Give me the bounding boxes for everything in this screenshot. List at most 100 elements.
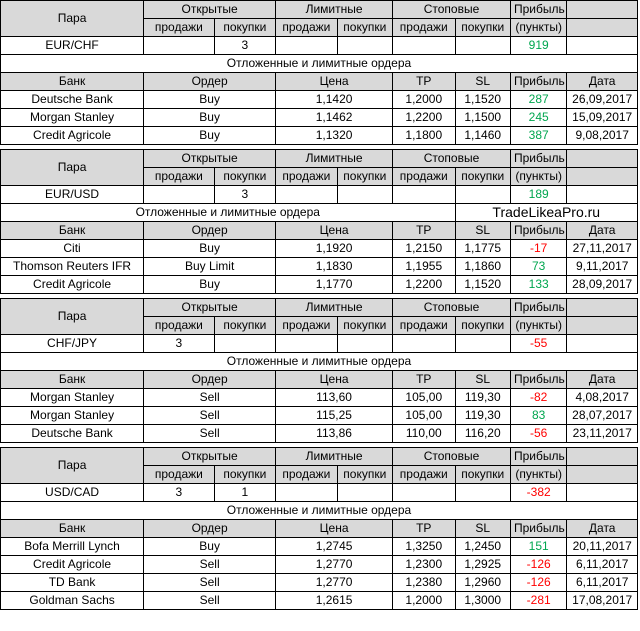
stop-header: Стоповые bbox=[392, 447, 511, 466]
orders-title-row: Отложенные и лимитные ордера bbox=[0, 352, 638, 371]
order-type: Sell bbox=[143, 424, 277, 443]
profit-header: Прибыль bbox=[509, 149, 568, 168]
sl-header: SL bbox=[454, 221, 511, 240]
stop-sell-count bbox=[392, 334, 456, 353]
order-row: Morgan Stanley Buy 1,1462 1,2200 1,1500 245 15… bbox=[0, 108, 638, 127]
open-buy-count: 1 bbox=[213, 483, 277, 502]
order-row: Morgan Stanley Sell 113,60 105,00 119,30 -82 4… bbox=[0, 388, 638, 407]
order-price: 1,1420 bbox=[275, 90, 394, 109]
order-date: 15,09,2017 bbox=[566, 108, 638, 127]
position-row: EUR/USD 3 189 bbox=[0, 185, 638, 204]
order-profit: -56 bbox=[509, 424, 568, 443]
order-type: Buy bbox=[143, 537, 277, 556]
order-date: 9,11,2017 bbox=[566, 257, 638, 276]
profit-header: Прибыль bbox=[509, 447, 568, 466]
order-price: 115,25 bbox=[275, 406, 394, 425]
open-buy-count bbox=[213, 334, 277, 353]
blank-cell bbox=[566, 465, 638, 484]
order-profit: -126 bbox=[509, 573, 568, 592]
positions-header-row: Пара Открытые Лимитные Стоповые Прибыль bbox=[0, 0, 638, 37]
stop-buy-header: покупки bbox=[454, 465, 511, 484]
order-type: Buy bbox=[143, 126, 277, 145]
order-date: 26,09,2017 bbox=[566, 90, 638, 109]
orders-header-row: Банк Ордер Цена TP SL Прибыль Дата bbox=[0, 72, 638, 91]
order-row: Credit Agricole Buy 1,1770 1,2200 1,1520 133 2… bbox=[0, 275, 638, 294]
positions-subheader-row: продажи покупки продажи покупки продажи покуп… bbox=[1, 167, 638, 186]
open-sell-header: продажи bbox=[143, 316, 215, 335]
order-row: Deutsche Bank Sell 113,86 110,00 116,20 -56 23… bbox=[0, 424, 638, 443]
order-header: Ордер bbox=[143, 370, 277, 389]
take-profit: 1,2000 bbox=[392, 90, 456, 109]
stop-sell-header: продажи bbox=[392, 316, 456, 335]
pair-name: EUR/USD bbox=[0, 185, 145, 204]
take-profit: 1,2150 bbox=[392, 239, 456, 258]
stop-loss: 116,20 bbox=[454, 424, 511, 443]
orders-title: Отложенные и лимитные ордера bbox=[0, 352, 638, 371]
take-profit: 110,00 bbox=[392, 424, 456, 443]
order-row: Credit Agricole Buy 1,1320 1,1800 1,1460 387 9… bbox=[0, 126, 638, 145]
order-date: 28,07,2017 bbox=[566, 406, 638, 425]
stop-buy-count bbox=[454, 483, 511, 502]
order-profit: 133 bbox=[509, 275, 568, 294]
bank-header: Банк bbox=[0, 221, 145, 240]
order-profit-header: Прибыль bbox=[509, 72, 568, 91]
bank-header: Банк bbox=[0, 72, 145, 91]
order-price: 1,1770 bbox=[275, 275, 394, 294]
stop-loss: 1,2450 bbox=[454, 537, 511, 556]
stop-buy-count bbox=[454, 185, 511, 204]
blank-cell bbox=[566, 298, 638, 317]
stop-sell-count bbox=[392, 483, 456, 502]
position-row: CHF/JPY 3 -55 bbox=[0, 334, 638, 353]
open-sell-header: продажи bbox=[143, 465, 215, 484]
stop-header: Стоповые bbox=[392, 298, 511, 317]
open-sell-header: продажи bbox=[143, 167, 215, 186]
order-type: Sell bbox=[143, 591, 277, 610]
stop-loss: 1,1860 bbox=[454, 257, 511, 276]
limit-sell-header: продажи bbox=[275, 316, 338, 335]
order-row: Morgan Stanley Sell 115,25 105,00 119,30 83 28… bbox=[0, 406, 638, 425]
position-profit: -55 bbox=[509, 334, 568, 353]
limit-buy-header: покупки bbox=[336, 167, 394, 186]
positions-header-row: Пара Открытые Лимитные Стоповые Прибыль bbox=[0, 149, 638, 186]
order-row: Bofa Merrill Lynch Buy 1,2745 1,3250 1,2450 1… bbox=[0, 537, 638, 556]
order-row: Thomson Reuters IFR Buy Limit 1,1830 1,1955… bbox=[0, 257, 638, 276]
take-profit: 1,2300 bbox=[392, 555, 456, 574]
open-sell-header: продажи bbox=[143, 18, 215, 37]
order-date: 20,11,2017 bbox=[566, 537, 638, 556]
stop-loss: 1,2960 bbox=[454, 573, 511, 592]
bank-name: Bofa Merrill Lynch bbox=[0, 537, 145, 556]
watermark-text: TradeLikeaPro.ru bbox=[492, 203, 601, 220]
stop-loss: 1,1500 bbox=[454, 108, 511, 127]
order-price: 1,1830 bbox=[275, 257, 394, 276]
order-profit-header: Прибыль bbox=[509, 370, 568, 389]
positions-subheader-row: продажи покупки продажи покупки продажи покуп… bbox=[1, 18, 638, 37]
stop-sell-count bbox=[392, 36, 456, 55]
position-profit: -382 bbox=[509, 483, 568, 502]
profit-header: Прибыль bbox=[509, 298, 568, 317]
blank-cell bbox=[566, 334, 638, 353]
price-header: Цена bbox=[275, 72, 394, 91]
order-row: TD Bank Sell 1,2770 1,2380 1,2960 -126 6,11,20… bbox=[0, 573, 638, 592]
stop-header: Стоповые bbox=[392, 0, 511, 19]
open-buy-header: покупки bbox=[213, 18, 277, 37]
positions-header-row: Пара Открытые Лимитные Стоповые Прибыль bbox=[0, 298, 638, 335]
date-header: Дата bbox=[566, 370, 638, 389]
orders-title: Отложенные и лимитные ордера bbox=[0, 501, 638, 520]
limit-buy-count bbox=[336, 483, 394, 502]
order-type: Sell bbox=[143, 388, 277, 407]
order-profit: -281 bbox=[509, 591, 568, 610]
limit-header: Лимитные bbox=[275, 447, 394, 466]
open-buy-count: 3 bbox=[213, 185, 277, 204]
order-profit: -17 bbox=[509, 239, 568, 258]
stop-loss: 1,3000 bbox=[454, 591, 511, 610]
stop-sell-header: продажи bbox=[392, 18, 456, 37]
limit-buy-header: покупки bbox=[336, 18, 394, 37]
order-price: 1,2770 bbox=[275, 555, 394, 574]
order-profit: 387 bbox=[509, 126, 568, 145]
pair-name: EUR/CHF bbox=[0, 36, 145, 55]
order-header: Ордер bbox=[143, 519, 277, 538]
stop-loss: 119,30 bbox=[454, 388, 511, 407]
limit-buy-header: покупки bbox=[336, 316, 394, 335]
open-header: Открытые bbox=[143, 298, 277, 317]
tp-header: TP bbox=[392, 519, 456, 538]
